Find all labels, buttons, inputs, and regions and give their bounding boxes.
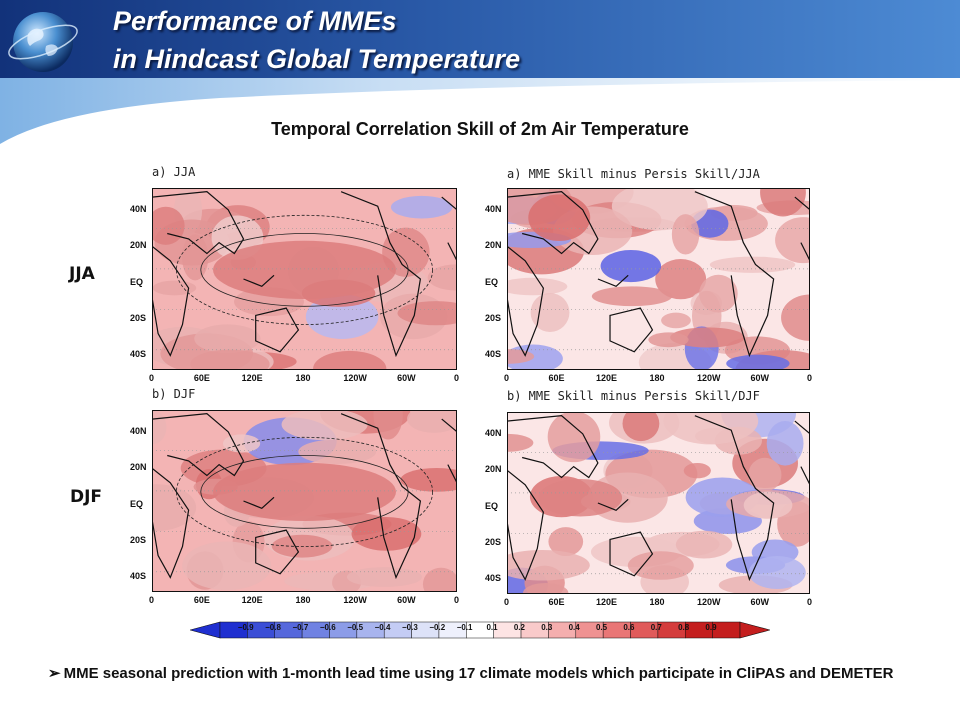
figure-subtitle: Temporal Correlation Skill of 2m Air Tem… bbox=[271, 119, 689, 139]
header-swoosh bbox=[0, 78, 960, 144]
lon-tick-label: 0 bbox=[807, 597, 813, 607]
colorbar-label: −0.1 bbox=[456, 623, 473, 632]
colorbar-label: 0.4 bbox=[568, 623, 580, 632]
lat-tick-label: 40S bbox=[485, 573, 502, 584]
lat-tick-label: 20N bbox=[485, 240, 502, 251]
title-banner: Performance of MMEs in Hindcast Global T… bbox=[0, 0, 960, 80]
slide-title-line-1: Performance of MMEs bbox=[113, 6, 397, 36]
lon-tick-label: 180 bbox=[295, 595, 311, 605]
lon-tick-label: 60W bbox=[750, 373, 770, 383]
colorbar-label: 0.2 bbox=[513, 623, 525, 632]
colorbar-max-arrow bbox=[739, 621, 770, 639]
lon-tick-label: 180 bbox=[649, 597, 665, 607]
colorbar-min-arrow bbox=[190, 621, 221, 639]
lon-tick-label: 0 bbox=[454, 373, 460, 383]
slide-title-line-2: in Hindcast Global Temperature bbox=[113, 44, 521, 74]
lat-tick-label: 40S bbox=[130, 571, 147, 582]
row-label-jja: JJA bbox=[69, 264, 95, 284]
colorbar-label: −0.6 bbox=[319, 623, 336, 632]
colorbar bbox=[190, 621, 770, 639]
colorbar-label: −0.4 bbox=[374, 623, 391, 632]
lon-tick-label: 120W bbox=[697, 373, 721, 383]
lon-tick-label: 60E bbox=[193, 373, 210, 383]
lon-tick-label: 120E bbox=[241, 373, 263, 383]
lat-tick-label: 40N bbox=[485, 203, 502, 214]
panel-title: b) DJF bbox=[152, 387, 196, 401]
lon-tick-label: 60W bbox=[750, 597, 770, 607]
lon-tick-label: 120W bbox=[343, 595, 367, 605]
colorbar-label: 0.5 bbox=[595, 623, 608, 632]
panel-title: b) MME Skill minus Persis Skill/DJF bbox=[507, 389, 760, 403]
lon-tick-label: 60W bbox=[397, 373, 416, 383]
colorbar-label: −0.2 bbox=[429, 623, 446, 632]
colorbar-label: 0.7 bbox=[650, 623, 662, 632]
colorbar-label: −0.5 bbox=[347, 623, 364, 632]
lat-tick-label: 20S bbox=[485, 537, 502, 548]
lat-tick-label: 20N bbox=[130, 462, 147, 473]
lat-tick-label: 40S bbox=[485, 349, 502, 360]
lat-tick-label: 40N bbox=[130, 203, 147, 214]
colorbar-label: −0.7 bbox=[292, 623, 309, 632]
lon-tick-label: 120E bbox=[596, 373, 618, 383]
lat-tick-label: 20S bbox=[130, 313, 147, 324]
colorbar-label: 0.8 bbox=[678, 623, 690, 632]
lat-tick-label: EQ bbox=[485, 500, 499, 511]
lon-tick-label: 60E bbox=[548, 373, 565, 383]
lat-tick-label: EQ bbox=[130, 276, 144, 287]
map-panel-djf-skill bbox=[152, 410, 457, 592]
lon-tick-label: 0 bbox=[807, 373, 813, 383]
lat-tick-label: EQ bbox=[485, 276, 499, 287]
row-label-djf: DJF bbox=[70, 487, 103, 507]
colorbar-label: −0.3 bbox=[401, 623, 418, 632]
panel-title: a) JJA bbox=[152, 165, 196, 179]
colorbar-label: 0.6 bbox=[623, 623, 635, 632]
lat-tick-label: 40N bbox=[130, 425, 147, 436]
lat-tick-label: 40S bbox=[130, 349, 147, 360]
colorbar-label: −0.9 bbox=[237, 623, 254, 632]
lon-tick-label: 0 bbox=[504, 373, 510, 383]
map-panel-jja-skill bbox=[152, 188, 457, 370]
lon-tick-label: 120W bbox=[697, 597, 721, 607]
lon-tick-label: 0 bbox=[149, 373, 155, 383]
bullet-text: MME seasonal prediction with 1-month lea… bbox=[63, 665, 894, 682]
lon-tick-label: 0 bbox=[149, 595, 155, 605]
lat-tick-label: EQ bbox=[130, 498, 144, 509]
lon-tick-label: 60W bbox=[397, 595, 416, 605]
lon-tick-label: 60E bbox=[548, 597, 565, 607]
colorbar-label: 0.9 bbox=[705, 623, 717, 632]
lon-tick-label: 60E bbox=[193, 595, 210, 605]
lat-tick-label: 20N bbox=[130, 240, 147, 251]
lon-tick-label: 0 bbox=[454, 595, 460, 605]
bullet-note: ➢ MME seasonal prediction with 1-month le… bbox=[48, 663, 928, 684]
map-panel-jja-diff bbox=[507, 188, 810, 370]
lon-tick-label: 120E bbox=[241, 595, 263, 605]
panel-title: a) MME Skill minus Persis Skill/JJA bbox=[507, 167, 760, 181]
lon-tick-label: 180 bbox=[295, 373, 311, 383]
lat-tick-label: 20S bbox=[485, 313, 502, 324]
map-panel-djf-diff bbox=[507, 412, 810, 594]
lon-tick-label: 120E bbox=[596, 597, 618, 607]
lat-tick-label: 40N bbox=[485, 427, 502, 438]
globe-icon bbox=[8, 12, 78, 72]
lat-tick-label: 20N bbox=[485, 464, 502, 475]
lat-tick-label: 20S bbox=[130, 535, 147, 546]
colorbar-label: 0.3 bbox=[541, 623, 553, 632]
lon-tick-label: 180 bbox=[649, 373, 665, 383]
colorbar-label: 0.1 bbox=[486, 623, 498, 632]
lon-tick-label: 120W bbox=[343, 373, 367, 383]
arrow-bullet-icon: ➢ bbox=[48, 665, 61, 682]
colorbar-label: −0.8 bbox=[265, 623, 281, 632]
lon-tick-label: 0 bbox=[504, 597, 510, 607]
